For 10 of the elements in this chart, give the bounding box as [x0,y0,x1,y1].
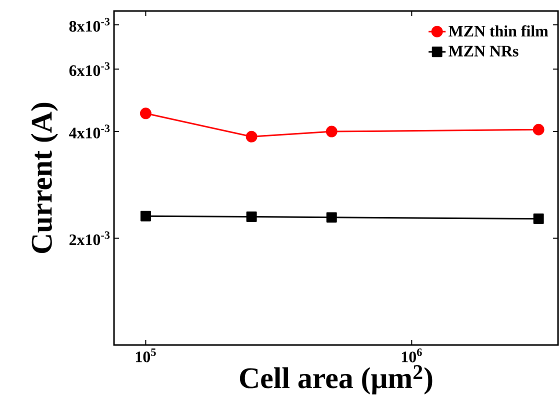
y-tick-label: 8x10$^{-3}$ [69,18,110,32]
x-tick-label: 10$^{6}$ [402,348,422,362]
legend-label: MZN thin film [448,25,548,37]
x-tick-label: 10$^{5}$ [136,348,156,362]
y-tick-label: 4x10$^{-3}$ [69,124,110,138]
y-axis-title: Current (A) [30,102,58,254]
y-tick-label: 2x10$^{-3}$ [69,231,110,246]
legend-label: MZN NRs [448,46,518,56]
y-tick-label: 6x10$^{-3}$ [69,62,110,76]
x-axis-title: Cell area (μm$^{2}$) [240,365,432,394]
